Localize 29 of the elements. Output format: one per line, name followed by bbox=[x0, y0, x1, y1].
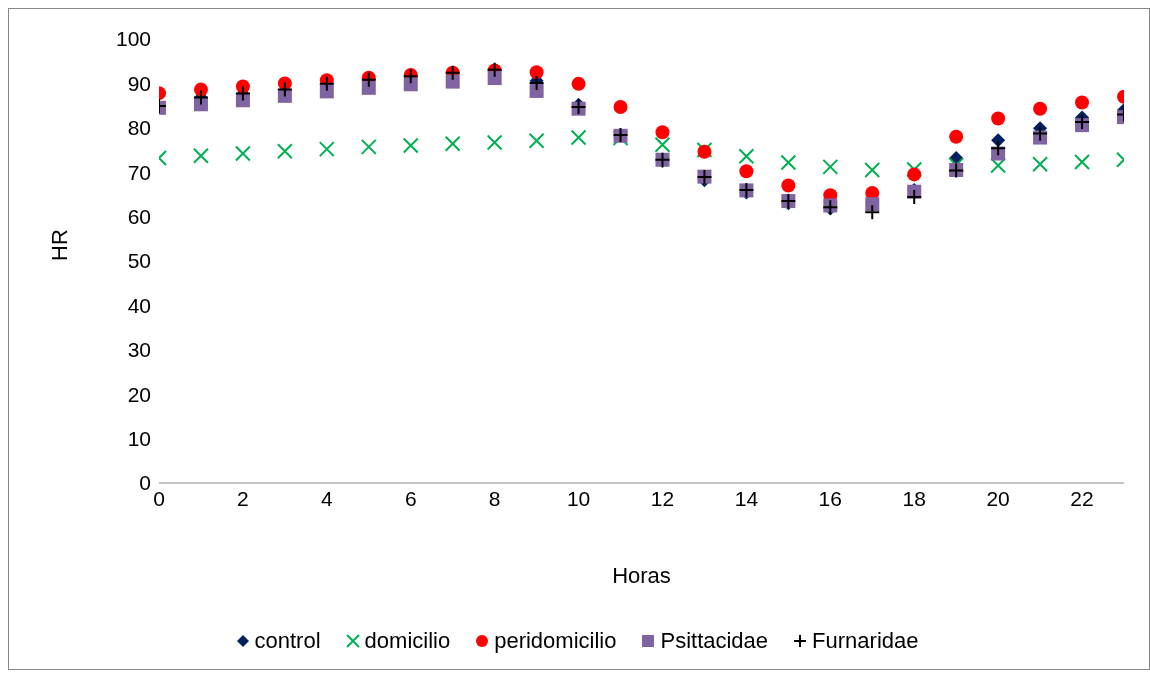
y-tick-label: 20 bbox=[127, 382, 151, 406]
y-tick-label: 70 bbox=[127, 160, 151, 184]
y-tick-label: 60 bbox=[127, 205, 151, 229]
y-tick-label: 40 bbox=[127, 293, 151, 317]
x-tick-label: 2 bbox=[237, 486, 249, 510]
legend-label: control bbox=[254, 628, 321, 654]
y-axis-title: HR bbox=[46, 229, 72, 261]
x-tick-label: 8 bbox=[488, 486, 501, 510]
legend-label: Psittacidae bbox=[660, 628, 769, 654]
x-tick-label: 22 bbox=[1070, 486, 1094, 510]
x-tick-label: 16 bbox=[818, 486, 842, 510]
x-tick-label: 10 bbox=[566, 486, 591, 510]
y-tick-label: 10 bbox=[127, 427, 151, 451]
x-axis-title: Horas bbox=[612, 563, 671, 588]
y-tick-label: 90 bbox=[127, 71, 151, 95]
x-tick-label: 4 bbox=[320, 486, 333, 510]
legend-label: domicilio bbox=[364, 628, 451, 654]
x-tick-label: 6 bbox=[404, 486, 417, 510]
y-tick-label: 50 bbox=[127, 249, 151, 273]
y-tick-label: 100 bbox=[115, 27, 151, 51]
legend-label: peridomicilio bbox=[494, 628, 617, 654]
y-tick-label: 80 bbox=[127, 116, 151, 140]
legend-label: Furnaridae bbox=[812, 628, 919, 654]
y-tick-label: 0 bbox=[139, 471, 151, 495]
y-tick-label: 30 bbox=[127, 338, 151, 362]
x-tick-label: 20 bbox=[986, 486, 1010, 510]
x-tick-label: 14 bbox=[734, 486, 759, 510]
x-tick-label: 18 bbox=[902, 486, 926, 510]
x-tick-label: 12 bbox=[650, 486, 675, 510]
